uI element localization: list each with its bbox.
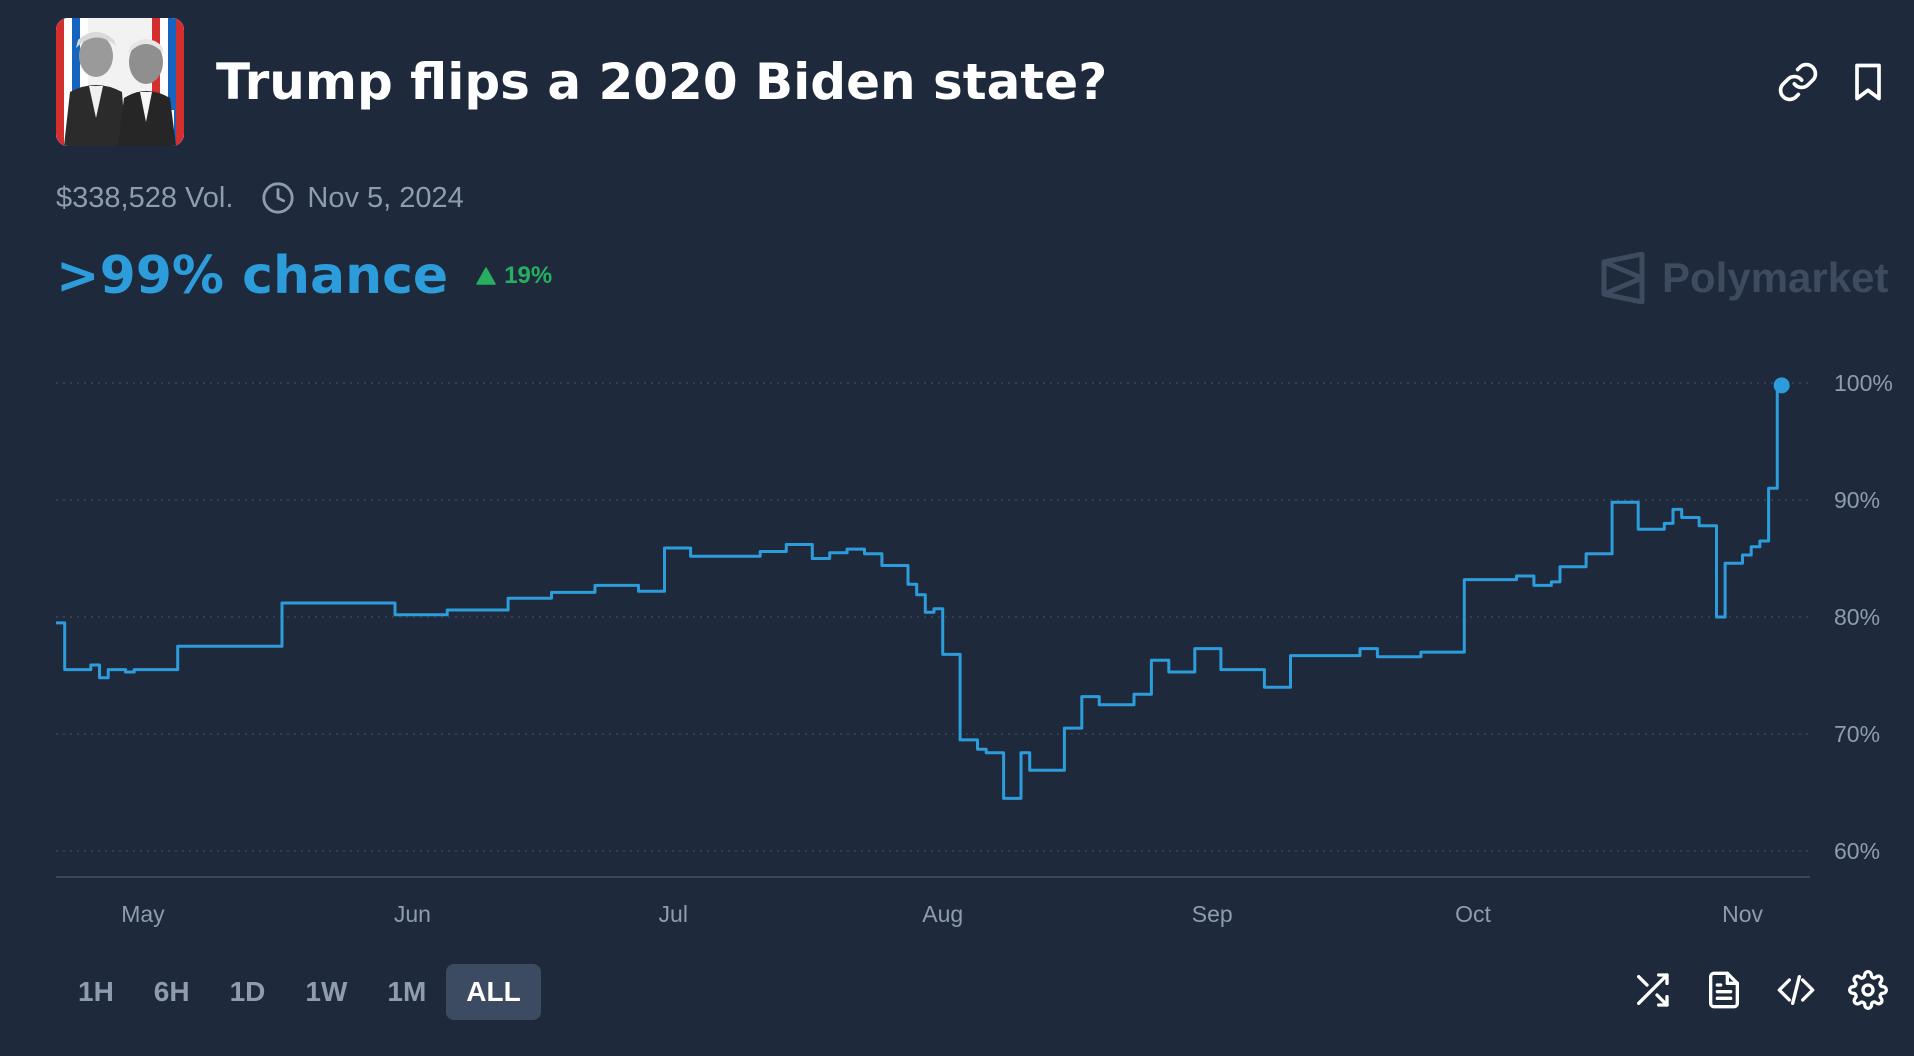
time-range-selector: 1H 6H 1D 1W 1M ALL (58, 964, 541, 1020)
range-button-1h[interactable]: 1H (78, 976, 114, 1007)
y-tick-label: 100% (1834, 370, 1893, 396)
x-tick-label: Aug (922, 901, 963, 927)
market-meta: $338,528 Vol. Nov 5, 2024 (56, 178, 464, 218)
x-tick-label: Oct (1455, 901, 1491, 927)
polymarket-logo-icon (1601, 252, 1645, 304)
x-axis-labels: May Jun Jul Aug Sep Oct Nov (121, 901, 1763, 927)
volume-text: $338,528 Vol. (56, 181, 234, 214)
price-chart: 100% 90% 80% 70% 60% May Jun Jul Aug Sep Oct Nov (56, 370, 1893, 927)
range-button-1m[interactable]: 1M (387, 976, 427, 1007)
x-tick-label: May (121, 901, 165, 927)
chance-value: >99% chance (56, 246, 449, 306)
price-line (56, 383, 1782, 800)
change-value: 19% (504, 262, 553, 289)
y-axis-labels: 100% 90% 80% 70% 60% (1834, 370, 1893, 864)
page-title: Trump flips a 2020 Biden state? (216, 53, 1108, 111)
shuffle-icon[interactable] (1632, 970, 1672, 1010)
clock-icon (262, 182, 294, 214)
x-tick-label: Sep (1192, 901, 1233, 927)
y-tick-label: 90% (1834, 487, 1880, 513)
y-tick-label: 60% (1834, 838, 1880, 864)
x-tick-label: Jun (394, 901, 431, 927)
x-tick-label: Nov (1722, 901, 1763, 927)
x-tick-label: Jul (659, 901, 688, 927)
chance-row: >99% chance 19% (56, 246, 552, 306)
change-badge: 19% (476, 262, 552, 290)
y-tick-label: 70% (1834, 721, 1880, 747)
brand-name: Polymarket (1662, 254, 1889, 301)
y-tick-label: 80% (1834, 604, 1880, 630)
brand-watermark: Polymarket (1600, 252, 1888, 304)
triangle-up-icon (476, 267, 496, 285)
current-price-dot (1773, 377, 1790, 394)
range-button-1w[interactable]: 1W (305, 976, 348, 1007)
range-button-all[interactable]: ALL (446, 964, 541, 1020)
code-icon[interactable] (1776, 970, 1816, 1010)
gear-icon[interactable] (1848, 970, 1888, 1010)
chart-grid (56, 382, 1810, 852)
market-thumbnail (56, 18, 184, 146)
bookmark-icon[interactable] (1846, 60, 1890, 104)
end-date: Nov 5, 2024 (307, 181, 464, 214)
link-icon[interactable] (1776, 60, 1820, 104)
range-button-6h[interactable]: 6H (153, 976, 190, 1007)
range-button-1d[interactable]: 1D (229, 976, 266, 1007)
document-icon[interactable] (1704, 970, 1744, 1010)
